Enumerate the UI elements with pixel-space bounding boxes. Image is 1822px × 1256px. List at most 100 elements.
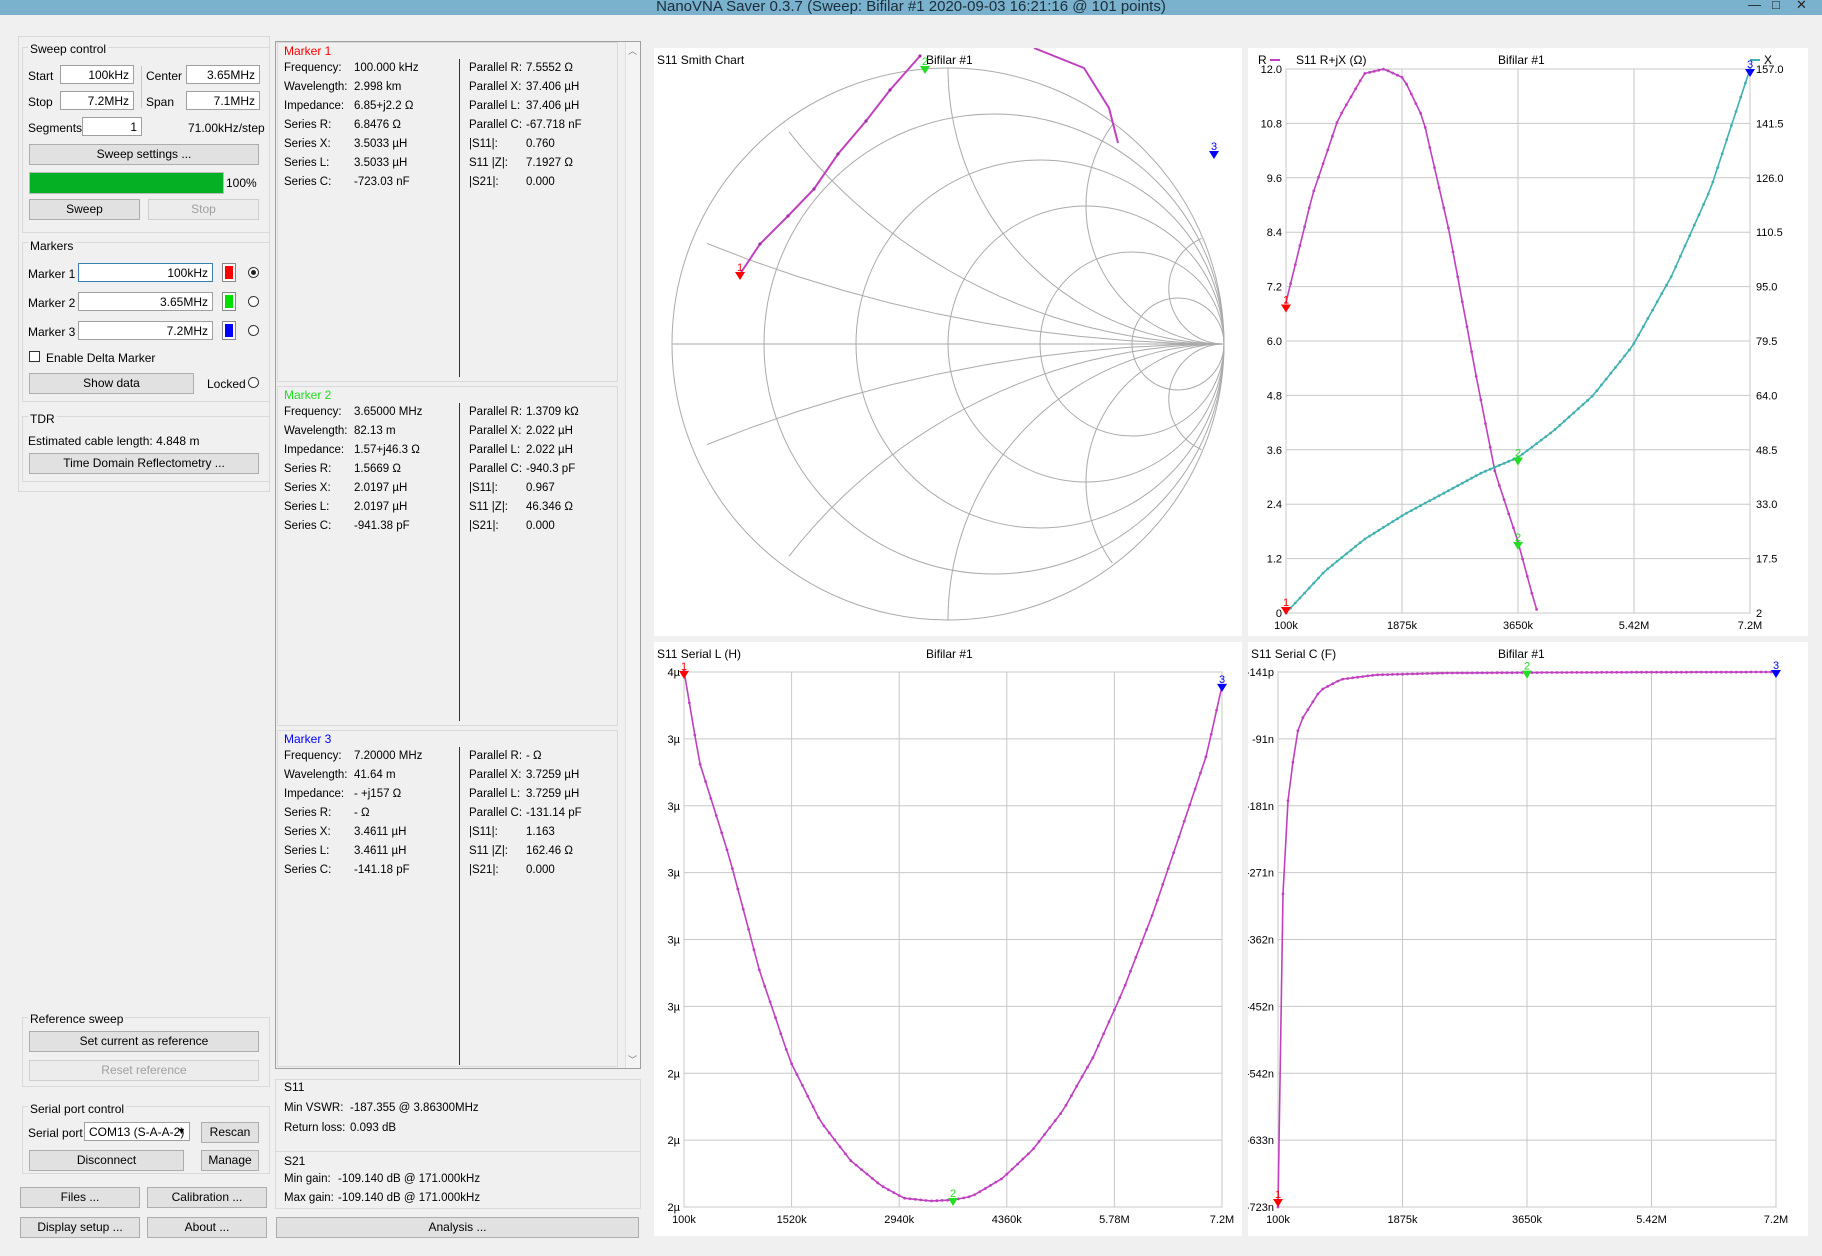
serial-l-series-point [1102, 1032, 1105, 1036]
field-divider [141, 66, 142, 108]
reactance-arc [947, 67, 1225, 345]
sweep-button[interactable]: Sweep [29, 199, 140, 220]
serial-c-series-point [1500, 671, 1504, 675]
serial-c-series-point [1366, 674, 1369, 678]
rjx-x-3-marker [1745, 69, 1755, 77]
serial-l-series-point [1129, 969, 1132, 973]
stop-input[interactable]: 7.2MHz [60, 91, 134, 110]
rjx-r-series-point [1349, 95, 1353, 99]
minimize-icon[interactable]: — [1748, 0, 1761, 12]
serial-c-series-point [1341, 677, 1345, 681]
marker-3-right-value: 3.7259 µH [526, 788, 580, 800]
set-reference-button[interactable]: Set current as reference [29, 1031, 259, 1052]
analysis-button[interactable]: Analysis ... [276, 1217, 639, 1238]
serial-l-series-point [720, 831, 724, 835]
reset-reference-button[interactable]: Reset reference [29, 1060, 259, 1081]
marker-3-radio[interactable] [248, 325, 259, 336]
serial-l-series-point [887, 1188, 890, 1192]
marker-1-input[interactable]: 100kHz [78, 263, 213, 282]
serial-c-y-tick: -362n [1248, 935, 1274, 947]
chevron-down-icon[interactable]: ▼ [177, 1126, 186, 1136]
rjx-x-series-point [1581, 403, 1585, 406]
about-button[interactable]: About ... [147, 1217, 267, 1238]
rjx-x-series-point [1484, 469, 1487, 473]
rjx-x-series-point [1609, 371, 1613, 375]
smith-trace-point [812, 187, 816, 191]
marker-3-input[interactable]: 7.2MHz [78, 321, 213, 340]
serial-port-select[interactable]: COM13 (S-A-A-2) [84, 1122, 190, 1141]
marker-1-right-label: |S11|: [469, 138, 498, 150]
serial-l-series-point [865, 1172, 869, 1176]
sweep-settings-button[interactable]: Sweep settings ... [29, 144, 259, 165]
serial-c-chart[interactable]: S11 Serial C (F) Bifilar #1 -141p -91n -18… [1248, 642, 1808, 1236]
display-setup-button[interactable]: Display setup ... [20, 1217, 140, 1238]
start-input[interactable]: 100kHz [60, 65, 134, 84]
scroll-up-icon[interactable]: ︿ [628, 46, 638, 56]
serial-c-y-tick: -723n [1248, 1202, 1274, 1214]
serial-l-y-tick: 3µ [668, 1001, 681, 1013]
tdr-button[interactable]: Time Domain Reflectometry ... [29, 453, 259, 474]
rjx-r-series-point [1460, 300, 1464, 304]
delta-marker-checkbox[interactable] [29, 351, 40, 362]
serial-c-series-point [1590, 671, 1594, 674]
span-input[interactable]: 7.1MHz [186, 91, 260, 110]
marker-1-left-label: Wavelength: [284, 81, 348, 93]
scroll-down-icon[interactable]: ﹀ [628, 1055, 638, 1065]
manage-button[interactable]: Manage [201, 1150, 259, 1171]
serial-c-2-marker [1522, 670, 1532, 679]
serial-l-series-point [790, 1062, 793, 1066]
x-legend-line [1750, 59, 1760, 61]
scrollbar[interactable]: ︿ ﹀ [625, 42, 640, 1068]
rjx-chart[interactable]: R S11 R+jX (Ω) Bifilar #1 X 12.0 10.8 9.6 8… [1248, 48, 1808, 636]
serial-c-series-point [1704, 670, 1708, 674]
stop-button[interactable]: Stop [148, 199, 259, 220]
max-gain-label: Max gain: [284, 1192, 334, 1204]
stop-label: Stop [28, 95, 53, 109]
sweep-control-group: Sweep control Start 100kHz Center 3.65MH… [22, 42, 270, 233]
serial-l-chart[interactable]: S11 Serial L (H) Bifilar #1 4µ 3µ 3µ 3µ 3µ 3µ… [654, 642, 1242, 1236]
serial-c-series-point [1600, 670, 1604, 674]
serial-l-y-tick: 2µ [668, 1135, 681, 1147]
rjx-r-series-point [1474, 375, 1478, 378]
marker-1-data-title: Marker 1 [284, 44, 332, 58]
serial-c-series-point [1570, 671, 1574, 674]
rjx-x-series-point [1586, 399, 1589, 402]
marker-1-color-button[interactable] [222, 263, 236, 282]
marker-2-left-value: 2.0197 µH [354, 501, 408, 513]
marker-1-left-label: Series C: [284, 176, 332, 188]
marker-1-radio[interactable] [248, 267, 259, 278]
rjx-r-series-point [1400, 75, 1404, 79]
marker-2-right-label: Parallel L: [469, 444, 521, 456]
marker-2-color-button[interactable] [222, 292, 236, 311]
smith-chart[interactable]: S11 Smith Chart Bifilar #1 1 2 3 [654, 48, 1242, 636]
maximize-icon[interactable]: □ [1772, 0, 1780, 12]
serial-c-series-point [1734, 670, 1738, 674]
serial-c-series-point [1346, 677, 1350, 680]
locked-toggle[interactable] [248, 377, 259, 388]
serial-l-series-point [714, 814, 718, 817]
marker-2-data-group [277, 386, 618, 726]
marker-3-color-button[interactable] [222, 321, 236, 340]
marker-2-left-label: Impedance: [284, 444, 345, 456]
disconnect-button[interactable]: Disconnect [29, 1150, 184, 1171]
rjx-r-series-point [1368, 71, 1371, 74]
center-input[interactable]: 3.65MHz [186, 65, 260, 84]
serial-l-series-point [967, 1195, 971, 1199]
calibration-button[interactable]: Calibration ... [147, 1187, 267, 1208]
segments-input[interactable]: 1 [82, 117, 142, 136]
rescan-button[interactable]: Rescan [201, 1122, 259, 1143]
rjx-x-series-point [1419, 504, 1422, 507]
marker-1-left-value: -723.03 nF [354, 176, 410, 188]
min-gain-label: Min gain: [284, 1173, 331, 1185]
marker-2-input[interactable]: 3.65MHz [78, 292, 213, 311]
rjx-r-series-point [1530, 591, 1534, 595]
rjx-x-tick: 5.42M [1619, 620, 1650, 632]
rjx-r-series-point [1354, 87, 1357, 91]
marker-2-radio[interactable] [248, 296, 259, 307]
serial-c-series-point [1675, 670, 1678, 674]
show-data-button[interactable]: Show data [29, 373, 194, 394]
close-icon[interactable]: ✕ [1796, 0, 1807, 12]
marker-1-right-label: |S21|: [469, 176, 499, 188]
files-button[interactable]: Files ... [20, 1187, 140, 1208]
